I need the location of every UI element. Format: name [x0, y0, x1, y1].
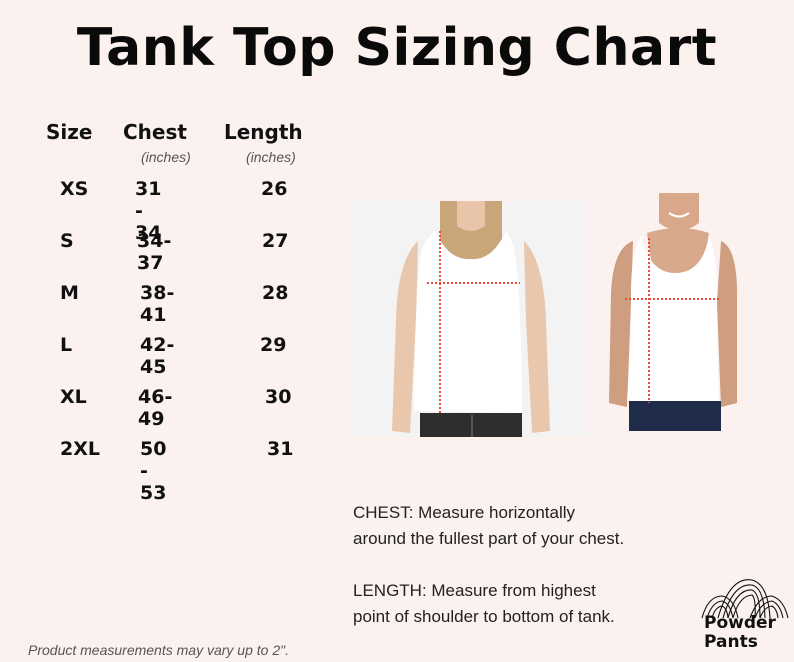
length-cell: 28 [262, 282, 289, 304]
length-unit: (inches) [246, 149, 296, 165]
chest-cell: 38-41 [140, 282, 175, 326]
chest-cell: 31 - 34 [135, 178, 162, 244]
chest-instructions: CHEST: Measure horizontally around the f… [353, 500, 624, 552]
chest-cell: 46-49 [138, 386, 173, 430]
length-instruction-line2: point of shoulder to bottom of tank. [353, 607, 615, 626]
mountain-logo-icon [701, 579, 789, 619]
page-title: Tank Top Sizing Chart [76, 18, 718, 78]
chest-cell: 34-37 [137, 230, 172, 274]
size-cell: XL [60, 386, 87, 408]
size-cell: S [60, 230, 74, 252]
length-instructions: LENGTH: Measure from highest point of sh… [353, 578, 615, 630]
footnote: Product measurements may vary up to 2". [28, 642, 289, 658]
brand-line1: Powder [704, 613, 776, 633]
length-cell: 31 [267, 438, 294, 460]
chest-cell: 50 - 53 [140, 438, 167, 504]
chest-instruction-line1: CHEST: Measure horizontally [353, 503, 576, 522]
chest-instruction-line2: around the fullest part of your chest. [353, 529, 625, 548]
chest-cell: 42-45 [140, 334, 175, 378]
length-cell: 29 [260, 334, 287, 356]
size-cell: M [60, 282, 79, 304]
size-cell: L [60, 334, 73, 356]
length-instruction-line1: LENGTH: Measure from highest [353, 581, 596, 600]
header-length: Length [224, 120, 303, 144]
length-cell: 26 [261, 178, 288, 200]
female-model-photo [352, 201, 588, 437]
header-chest: Chest [123, 120, 187, 144]
brand-logo: Powder Pants [700, 578, 790, 658]
female-tank-illustration [352, 201, 588, 437]
male-tank-illustration [603, 193, 741, 431]
length-cell: 27 [262, 230, 289, 252]
brand-name: Powder Pants [704, 614, 776, 652]
chest-unit: (inches) [141, 149, 191, 165]
length-cell: 30 [265, 386, 292, 408]
male-model-photo [603, 193, 741, 431]
size-cell: XS [60, 178, 89, 200]
header-size: Size [46, 120, 93, 144]
brand-line2: Pants [704, 632, 758, 652]
size-cell: 2XL [60, 438, 100, 460]
